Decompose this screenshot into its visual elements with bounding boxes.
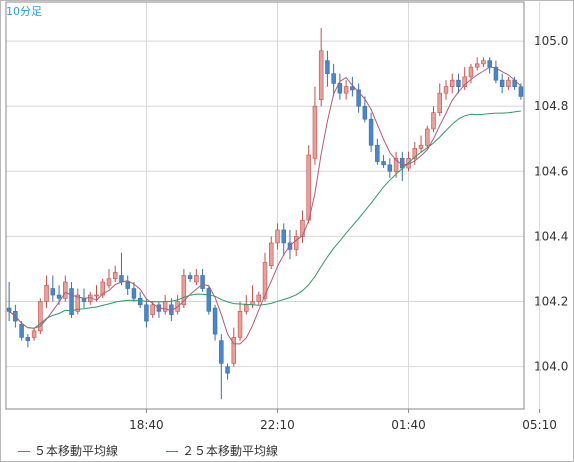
candle-body [131,288,137,299]
candle-body [312,105,318,159]
candle-body [137,297,143,306]
ma25-line [8,110,521,329]
candle-body [462,76,467,87]
candle-body [69,288,74,315]
candle-body [474,63,480,68]
x-tick-label: 01:40 [391,418,426,432]
candle-body [368,118,374,146]
candle-body [356,89,361,107]
candle-body [150,304,155,315]
candle-body [212,307,218,335]
candle-body [456,79,461,87]
candle-body [318,50,324,100]
candle-body [262,262,268,299]
candle-body [481,60,486,65]
candle-body [487,60,492,68]
y-tick-label: 104.4 [534,229,568,243]
candle-body [443,86,449,94]
candle-body [393,157,399,172]
candle-body [6,307,12,312]
candle-body [375,144,380,162]
candle-body [56,294,62,299]
candle-body [75,294,81,312]
candle-body [106,278,112,286]
candle-body [187,275,193,280]
candle-body [94,294,99,297]
candle-body [38,301,43,332]
candle-body [50,288,56,296]
candle-body [499,79,505,87]
candle-body [381,161,386,166]
candle-body [244,304,249,312]
x-tick-label: 05:10 [522,418,557,432]
candle-body [400,157,405,169]
candle-body [200,275,205,289]
candle-body [119,275,124,283]
candle-body [362,105,368,120]
legend-swatch-ma5 [18,451,30,452]
candle-body [31,330,37,338]
candle-body [237,311,243,338]
candle-body [194,275,199,283]
candle-body [449,79,455,87]
candle-body [300,219,305,237]
candle-body [162,301,168,312]
candle-body [418,144,424,149]
candle-body [225,366,230,374]
y-tick-label: 104.0 [534,360,568,374]
candle-body [325,60,330,74]
candle-body [112,271,118,280]
candle-body [206,288,212,312]
candle-body [100,281,105,296]
legend: ５本移動平均線 ２５本移動平均線 [0,436,574,460]
y-tick-label: 104.8 [534,99,568,113]
plot-area-border [5,1,525,410]
candle-body [431,112,436,130]
candle-body [63,281,68,299]
candle-body [350,86,355,91]
x-tick-label: 18:40 [129,418,164,432]
candle-body [437,92,442,114]
candle-body [518,86,524,97]
candle-body [506,79,511,87]
legend-item-ma5: ５本移動平均線 [18,442,118,459]
candle-body [125,281,130,289]
candle-body [281,229,286,244]
legend-item-ma25: ２５本移動平均線 [166,442,278,459]
y-tick-label: 104.2 [534,295,568,309]
candle-body [468,66,474,78]
candle-body [425,128,430,146]
candle-body [412,148,418,159]
candle-body [219,340,224,364]
candle-body [231,337,237,364]
candle-body [337,83,343,94]
timeframe-label: 10分足 [6,5,42,18]
legend-label-ma5: ５本移動平均線 [34,444,119,458]
candle-body [44,284,49,302]
candle-body [331,73,336,84]
legend-swatch-ma25 [166,451,178,452]
candle-body [144,304,149,322]
candle-body [343,86,349,94]
ma5-line [8,66,522,345]
x-tick-label: 22:10 [260,418,295,432]
candle-body [293,236,299,250]
y-tick-label: 104.6 [534,164,568,178]
candle-body [275,229,280,244]
candle-body [256,294,261,302]
candle-body [269,242,274,267]
candle-body [493,66,499,81]
candle-body [306,154,311,221]
y-tick-label: 105.0 [534,34,568,48]
candle-body [19,324,24,338]
candle-body [181,275,187,306]
candle-body [387,164,393,172]
candle-body [25,337,31,341]
legend-label-ma25: ２５本移動平均線 [182,444,279,458]
